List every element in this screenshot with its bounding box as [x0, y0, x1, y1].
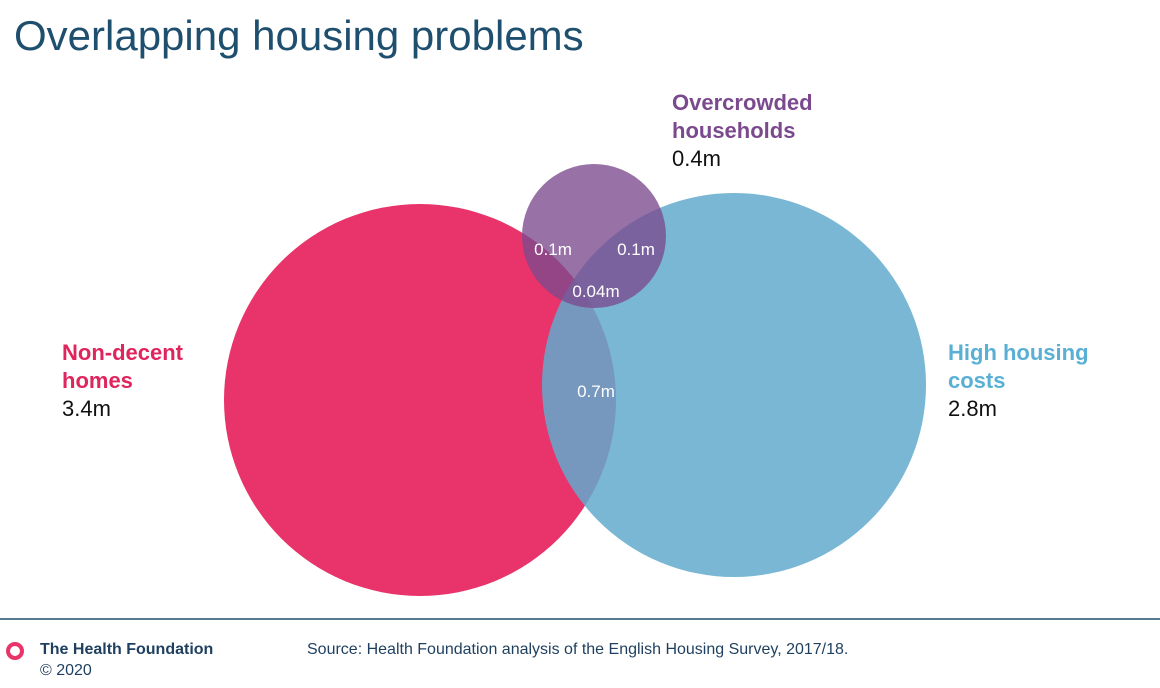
copyright: © 2020 [40, 662, 92, 679]
set-label: Non-decent [62, 340, 184, 365]
logo [6, 642, 24, 660]
set-label: Overcrowded [672, 90, 813, 115]
set-value: 0.4m [672, 146, 721, 171]
chart-title: Overlapping housing problems [14, 12, 584, 59]
circle-non-decent [224, 204, 616, 596]
organisation: The Health Foundation [40, 641, 213, 658]
circle-overcrowded [522, 164, 666, 308]
set-value: 3.4m [62, 396, 111, 421]
set-label: households [672, 118, 795, 143]
set-value: 2.8m [948, 396, 997, 421]
intersection-label: 0.1m [617, 240, 655, 259]
intersection-label: 0.7m [577, 382, 615, 401]
set-label: High housing [948, 340, 1089, 365]
intersection-label: 0.04m [572, 282, 619, 301]
set-label: costs [948, 368, 1005, 393]
source: Source: Health Foundation analysis of th… [307, 641, 848, 658]
set-label: homes [62, 368, 133, 393]
intersection-label: 0.1m [534, 240, 572, 259]
